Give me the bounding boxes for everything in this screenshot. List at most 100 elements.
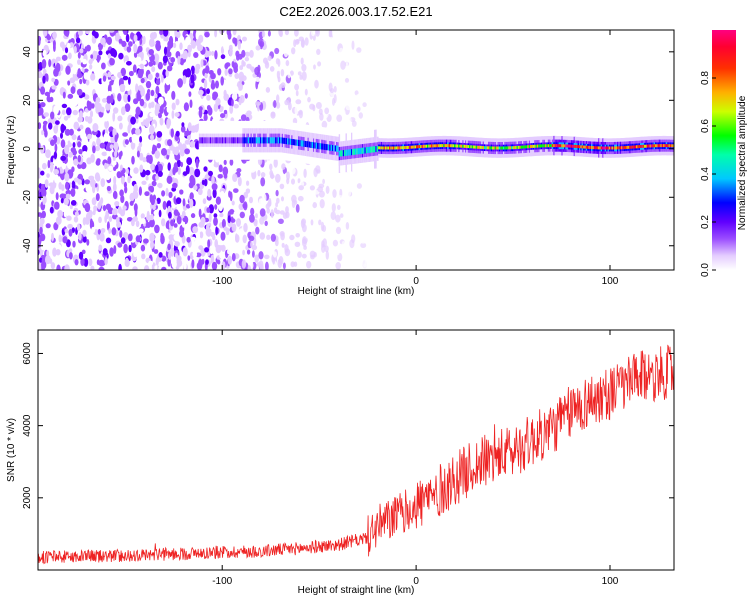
spectrogram-speckle xyxy=(291,194,297,203)
spectrogram-speckle xyxy=(231,223,237,232)
spectrogram-speckle xyxy=(297,178,301,184)
spectrogram-band-cell xyxy=(664,144,667,148)
spectrogram-speckle xyxy=(166,106,170,113)
spectrogram-speckle xyxy=(82,145,88,153)
spectrogram-band-cell xyxy=(440,144,443,148)
spectrogram-speckle xyxy=(100,106,105,113)
spectrogram-speckle xyxy=(343,259,349,269)
spectrogram-speckle xyxy=(38,122,42,130)
spectrogram-speckle xyxy=(96,158,101,164)
spectrogram-speckle xyxy=(189,174,195,184)
spectrogram-speckle xyxy=(165,222,169,229)
spectrogram-speckle xyxy=(362,121,368,130)
spectrogram-speckle xyxy=(153,210,158,216)
spectrogram-speckle xyxy=(61,54,68,61)
spectrogram-speckle xyxy=(207,106,213,116)
spectrogram-speckle xyxy=(99,142,106,149)
spectrogram-speckle xyxy=(161,190,166,197)
spectrogram-band-cell xyxy=(269,137,272,144)
spectrogram-speckle xyxy=(84,179,91,185)
spectrogram-speckle xyxy=(206,94,211,101)
spectrogram-speckle xyxy=(301,253,307,259)
spectrogram-band-cell xyxy=(236,137,239,144)
spectrogram-speckle xyxy=(279,183,285,190)
spectrogram-speckle xyxy=(231,60,235,68)
spectrogram-band-cell xyxy=(588,145,591,149)
spectrogram-speckle xyxy=(353,187,357,195)
spectrogram-speckle xyxy=(161,266,167,270)
spectrogram-speckle xyxy=(81,67,85,73)
spectrogram-speckle xyxy=(265,261,269,270)
spectrogram-band-cell xyxy=(591,146,594,149)
spectrogram-speckle xyxy=(111,160,117,166)
spectrogram-speckle xyxy=(304,37,309,46)
spectrogram-band-cell xyxy=(501,146,504,150)
spectrogram-band-cell xyxy=(234,137,237,144)
colorbar-gradient xyxy=(712,30,736,270)
spectrogram-speckle xyxy=(173,42,177,49)
spectrogram-speckle xyxy=(190,125,197,133)
spectrogram-speckle xyxy=(255,80,259,90)
spectrogram-speckle xyxy=(200,216,206,225)
spectrogram-speckle xyxy=(251,244,258,251)
spectrogram-speckle xyxy=(60,132,63,139)
spectrogram-speckle xyxy=(68,151,73,158)
spectrogram-speckle xyxy=(98,266,105,270)
spectrogram-speckle xyxy=(223,42,228,51)
spectrogram-speckle xyxy=(155,85,160,95)
spectrogram-band-cell xyxy=(452,144,455,148)
spectrogram-speckle xyxy=(264,220,268,227)
spectrogram-speckle xyxy=(173,223,178,228)
spectrogram-band-cell xyxy=(583,145,585,149)
spectrogram-speckle xyxy=(83,257,89,267)
spectrogram-band-cell xyxy=(522,145,524,149)
spectrogram-speckle xyxy=(90,153,95,163)
spectrogram-speckle xyxy=(274,47,280,55)
spectrogram-band-cell xyxy=(661,144,664,148)
spectrogram-speckle xyxy=(234,72,240,79)
spectrogram-speckle xyxy=(84,94,90,100)
spectrogram-speckle xyxy=(176,215,182,225)
spectrogram-band-cell xyxy=(386,146,389,150)
spectrogram-speckle xyxy=(277,258,283,269)
spectrogram-speckle xyxy=(157,96,164,105)
spectrogram-speckle xyxy=(233,188,239,194)
spectrogram-band-cell xyxy=(634,145,637,149)
spectrogram-speckle xyxy=(51,232,54,242)
spectrogram-speckle xyxy=(40,153,43,159)
spectrogram-band-cell xyxy=(274,137,277,144)
spectrogram-speckle xyxy=(64,172,70,182)
spectrogram-speckle xyxy=(120,106,126,116)
spectrogram-speckle xyxy=(139,164,144,173)
spectrogram-speckle xyxy=(110,75,116,81)
spectrogram-speckle xyxy=(104,214,108,223)
spectrogram-speckle xyxy=(125,85,131,91)
spectrogram-speckle xyxy=(291,178,295,185)
spectrogram-speckle xyxy=(252,250,255,258)
spectrogram-speckle xyxy=(315,30,320,37)
spectrogram-speckle xyxy=(171,260,177,269)
spectrogram-speckle xyxy=(123,93,129,103)
spectrogram-band-cell xyxy=(463,144,466,148)
spectrogram-speckle xyxy=(325,30,329,38)
spectrogram-speckle xyxy=(43,112,49,117)
spectrogram-speckle xyxy=(98,259,105,267)
spectrogram-speckle xyxy=(180,161,184,168)
spectrogram-speckle xyxy=(139,136,143,143)
spectrogram-speckle xyxy=(127,124,131,134)
spectrogram-speckle xyxy=(76,223,81,232)
spectrogram-speckle xyxy=(179,58,185,66)
spectrogram-band-cell xyxy=(545,144,547,148)
spectrogram-speckle xyxy=(202,198,207,205)
spectrogram-band-cell xyxy=(459,144,462,148)
spectrogram-band-cell xyxy=(258,137,261,144)
spectrogram-speckle xyxy=(227,31,232,40)
spectrogram-speckle xyxy=(82,229,87,237)
snr-axes: -100 0 100 2000 4000 6000 xyxy=(22,330,674,587)
spectrogram-speckle xyxy=(103,132,109,142)
spectrogram-speckle xyxy=(124,259,130,268)
spectrogram-band-cell xyxy=(329,144,332,151)
spectrogram-speckle xyxy=(118,151,122,160)
spectrogram-speckle xyxy=(84,202,91,213)
spectrogram-speckle xyxy=(64,228,69,234)
